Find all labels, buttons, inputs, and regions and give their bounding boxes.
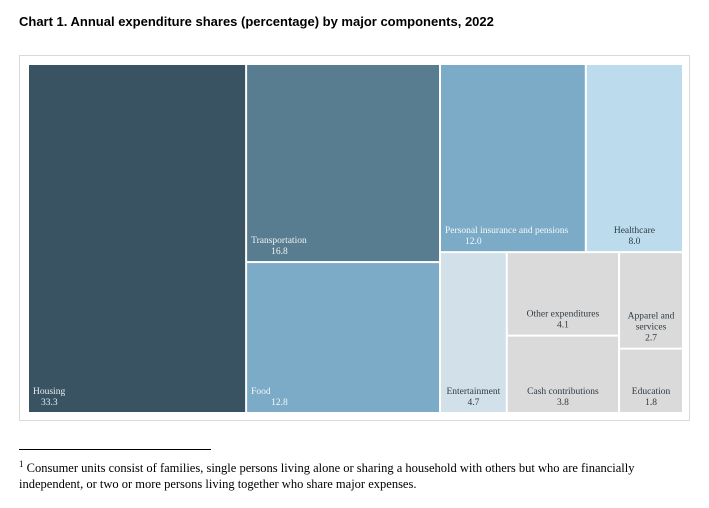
chart-title: Chart 1. Annual expenditure shares (perc…: [19, 14, 494, 29]
treemap-label-healthcare: Healthcare: [614, 226, 655, 236]
treemap-label-personal-insurance-and-pensions: Personal insurance and pensions: [445, 226, 569, 236]
treemap-rect-cash-contributions: [507, 336, 619, 412]
treemap-rect-entertainment: [440, 253, 506, 412]
treemap-value-housing: 33.3: [41, 398, 58, 408]
chart-frame: Housing 33.3 Transportation 16.8 Food 12.8 Per…: [19, 55, 690, 421]
treemap-value-education: 1.8: [645, 398, 657, 408]
treemap-value-personal-insurance-and-pensions: 12.0: [465, 237, 482, 247]
treemap-label-other-expenditures: Other expenditures: [527, 310, 600, 320]
treemap-rect-education: [620, 349, 682, 412]
treemap-rect-food: [247, 263, 439, 412]
treemap-rect-other-expenditures: [507, 253, 619, 335]
treemap-rect-personal-insurance-and-pensions: [440, 65, 585, 252]
treemap-label-cash-contributions: Cash contributions: [527, 387, 599, 397]
treemap-label-apparel-and-services-line2: services: [636, 323, 667, 333]
footnote-rule: [19, 449, 211, 450]
treemap-label-transportation: Transportation: [251, 236, 307, 246]
treemap-rect-housing: [29, 65, 246, 412]
treemap-value-healthcare: 8.0: [628, 237, 640, 247]
footnote-text: Consumer units consist of families, sing…: [19, 461, 635, 492]
treemap-value-cash-contributions: 3.8: [557, 398, 569, 408]
treemap-rect-healthcare: [586, 65, 682, 252]
treemap-rect-transportation: [247, 65, 439, 262]
footnote: 1 Consumer units consist of families, si…: [19, 456, 689, 492]
treemap-svg: Housing33.3Transportation16.8Food12.8Per…: [29, 65, 682, 412]
footnote-marker: 1: [19, 459, 24, 469]
treemap-value-food: 12.8: [271, 398, 288, 408]
treemap-value-apparel-and-services: 2.7: [645, 334, 657, 344]
treemap-value-transportation: 16.8: [271, 247, 288, 257]
treemap-label-apparel-and-services-line1: Apparel and: [628, 312, 675, 322]
treemap-label-entertainment: Entertainment: [446, 387, 500, 397]
treemap-value-entertainment: 4.7: [467, 398, 479, 408]
treemap-label-housing: Housing: [33, 387, 65, 397]
treemap-label-food: Food: [251, 387, 271, 397]
treemap-label-education: Education: [632, 387, 671, 397]
treemap-value-other-expenditures: 4.1: [557, 321, 569, 331]
treemap-rect-apparel-and-services: [620, 253, 682, 348]
